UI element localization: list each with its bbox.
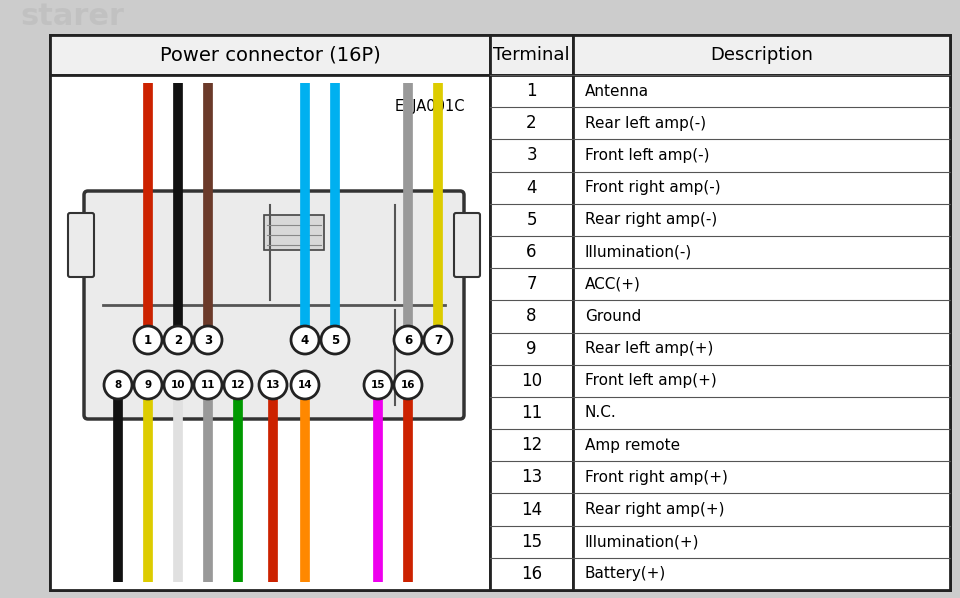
- Text: 11: 11: [201, 380, 215, 390]
- Circle shape: [194, 371, 222, 399]
- Bar: [50, 75, 490, 590]
- Text: N.C.: N.C.: [585, 405, 616, 420]
- Text: 2: 2: [526, 114, 537, 132]
- Text: 11: 11: [521, 404, 542, 422]
- Circle shape: [291, 326, 319, 354]
- Text: 14: 14: [298, 380, 312, 390]
- Text: 13: 13: [521, 468, 542, 486]
- Bar: [264, 215, 324, 250]
- Text: 8: 8: [114, 380, 122, 390]
- Text: 7: 7: [434, 334, 442, 346]
- Circle shape: [194, 326, 222, 354]
- Circle shape: [224, 371, 252, 399]
- Text: 15: 15: [371, 380, 385, 390]
- FancyBboxPatch shape: [84, 191, 464, 419]
- Circle shape: [164, 371, 192, 399]
- Circle shape: [134, 326, 162, 354]
- Circle shape: [259, 371, 287, 399]
- Text: Rear left amp(-): Rear left amp(-): [585, 116, 707, 131]
- Text: 5: 5: [526, 211, 537, 229]
- FancyBboxPatch shape: [454, 213, 480, 277]
- Text: 10: 10: [521, 372, 542, 390]
- Text: ETJA001C: ETJA001C: [395, 99, 466, 114]
- Circle shape: [291, 371, 319, 399]
- Circle shape: [134, 371, 162, 399]
- Text: 6: 6: [404, 334, 412, 346]
- Text: 5: 5: [331, 334, 339, 346]
- Text: Power connector (16P): Power connector (16P): [159, 45, 380, 65]
- Text: 8: 8: [526, 307, 537, 325]
- FancyBboxPatch shape: [68, 213, 94, 277]
- Bar: [50, 35, 490, 75]
- Text: 3: 3: [526, 147, 537, 164]
- Text: Illumination(-): Illumination(-): [585, 245, 692, 260]
- Text: Front left amp(+): Front left amp(+): [585, 373, 717, 388]
- Text: Description: Description: [710, 46, 813, 64]
- Text: 16: 16: [521, 565, 542, 583]
- Text: 12: 12: [230, 380, 245, 390]
- Circle shape: [424, 326, 452, 354]
- Text: 2: 2: [174, 334, 182, 346]
- Text: Front left amp(-): Front left amp(-): [585, 148, 709, 163]
- Circle shape: [104, 371, 132, 399]
- Circle shape: [364, 371, 392, 399]
- Text: 7: 7: [526, 275, 537, 293]
- Circle shape: [394, 371, 422, 399]
- Text: 15: 15: [521, 533, 542, 551]
- Text: 9: 9: [144, 380, 152, 390]
- Text: Front right amp(-): Front right amp(-): [585, 180, 721, 195]
- Bar: [490, 35, 573, 75]
- Circle shape: [394, 326, 422, 354]
- Text: Rear right amp(-): Rear right amp(-): [585, 212, 717, 227]
- Text: Terminal: Terminal: [493, 46, 570, 64]
- Text: 4: 4: [300, 334, 309, 346]
- Text: 13: 13: [266, 380, 280, 390]
- Text: Illumination(+): Illumination(+): [585, 534, 700, 549]
- Circle shape: [164, 326, 192, 354]
- Text: Ground: Ground: [585, 309, 641, 324]
- Text: 3: 3: [204, 334, 212, 346]
- Text: starer: starer: [20, 2, 124, 31]
- Text: Rear left amp(+): Rear left amp(+): [585, 341, 713, 356]
- Text: Battery(+): Battery(+): [585, 566, 666, 581]
- Text: 16: 16: [400, 380, 416, 390]
- Bar: [573, 35, 950, 75]
- Text: Rear right amp(+): Rear right amp(+): [585, 502, 725, 517]
- Bar: [573, 75, 950, 590]
- Text: 6: 6: [526, 243, 537, 261]
- Text: Antenna: Antenna: [585, 84, 649, 99]
- Text: Amp remote: Amp remote: [585, 438, 680, 453]
- Text: 14: 14: [521, 501, 542, 518]
- Text: 9: 9: [526, 340, 537, 358]
- Text: 10: 10: [171, 380, 185, 390]
- Text: 4: 4: [526, 179, 537, 197]
- Text: ACC(+): ACC(+): [585, 277, 641, 292]
- Circle shape: [321, 326, 349, 354]
- Text: Front right amp(+): Front right amp(+): [585, 470, 728, 485]
- Bar: [490, 75, 573, 590]
- Text: 12: 12: [521, 436, 542, 454]
- Text: 1: 1: [526, 82, 537, 100]
- Text: 1: 1: [144, 334, 152, 346]
